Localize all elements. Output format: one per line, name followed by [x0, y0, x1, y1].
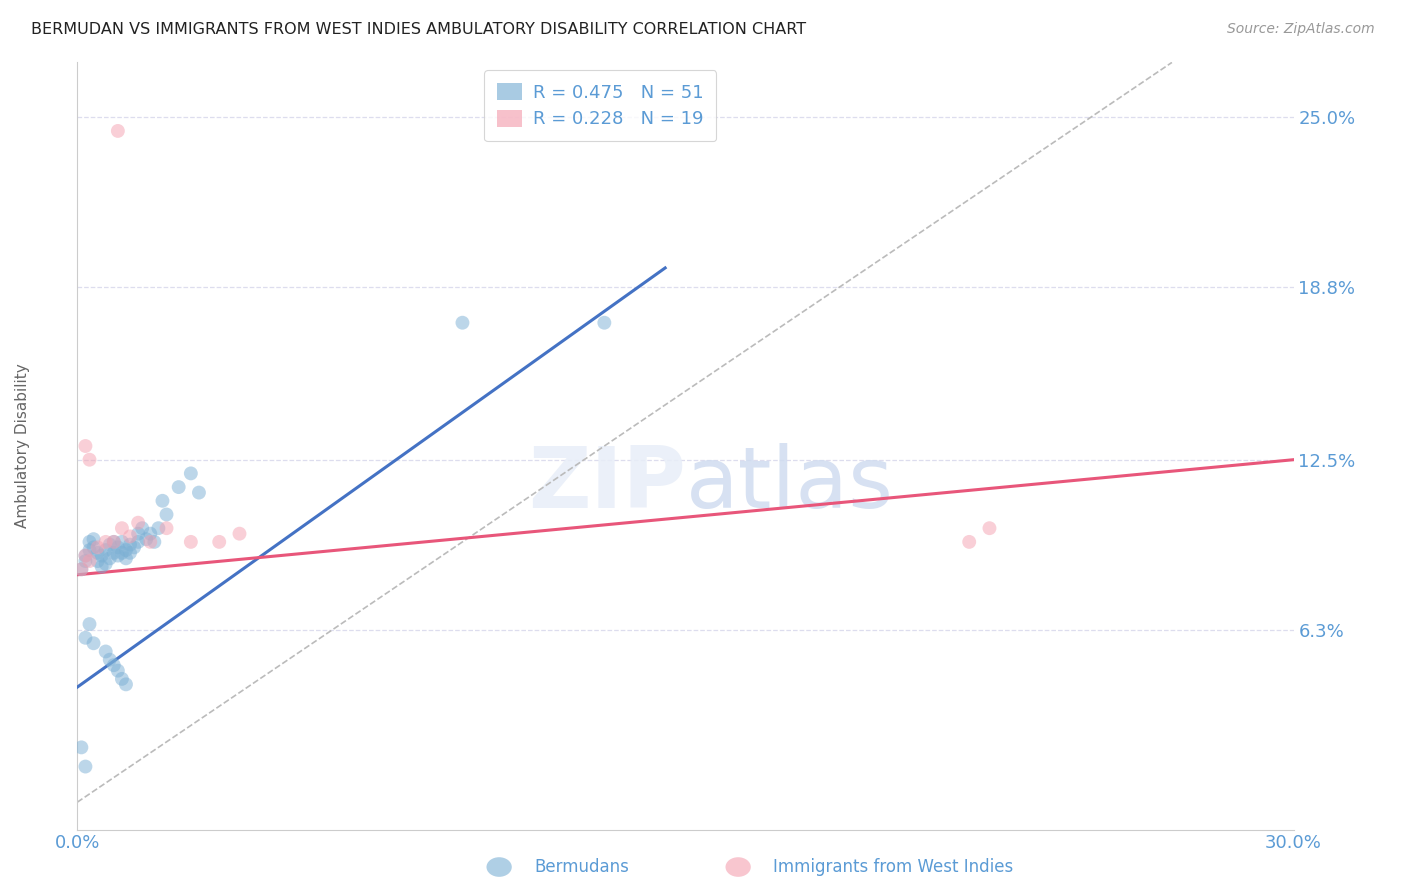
Point: [139, 526, 162, 541]
Point: [70, 562, 93, 576]
Point: [75, 759, 97, 773]
Point: [83, 541, 105, 555]
Point: [152, 493, 174, 508]
Point: [167, 480, 190, 494]
Point: [75, 439, 97, 453]
Point: [98, 551, 121, 566]
Point: [79, 554, 101, 568]
Point: [107, 541, 129, 555]
Point: [86, 541, 108, 555]
Point: [180, 467, 202, 481]
Point: [148, 521, 170, 535]
Text: ZIP: ZIP: [527, 442, 686, 526]
Point: [107, 124, 129, 138]
Point: [94, 543, 117, 558]
Point: [111, 534, 134, 549]
Point: [131, 521, 153, 535]
Point: [127, 516, 149, 530]
Text: BERMUDAN VS IMMIGRANTS FROM WEST INDIES AMBULATORY DISABILITY CORRELATION CHART: BERMUDAN VS IMMIGRANTS FROM WEST INDIES …: [31, 22, 806, 37]
Text: Source: ZipAtlas.com: Source: ZipAtlas.com: [1227, 22, 1375, 37]
Point: [208, 534, 231, 549]
Point: [75, 554, 97, 568]
Point: [70, 562, 93, 576]
Point: [75, 549, 97, 563]
Point: [111, 672, 134, 686]
Point: [79, 617, 101, 632]
Point: [83, 636, 105, 650]
Point: [118, 546, 141, 560]
Point: [103, 546, 125, 560]
Text: atlas: atlas: [686, 442, 893, 526]
Point: [79, 534, 101, 549]
Point: [70, 740, 93, 755]
Point: [155, 508, 177, 522]
Point: [90, 549, 112, 563]
Point: [188, 485, 211, 500]
Point: [79, 452, 101, 467]
Point: [115, 543, 138, 558]
Point: [957, 534, 980, 549]
Point: [103, 534, 125, 549]
Point: [94, 557, 117, 571]
Point: [111, 546, 134, 560]
Point: [143, 534, 166, 549]
Point: [122, 541, 145, 555]
Point: [180, 534, 202, 549]
Point: [75, 549, 97, 563]
Point: [139, 534, 162, 549]
Text: Immigrants from West Indies: Immigrants from West Indies: [773, 858, 1014, 876]
Point: [103, 534, 125, 549]
Point: [593, 316, 616, 330]
Point: [94, 534, 117, 549]
Point: [979, 521, 1001, 535]
Point: [451, 316, 474, 330]
Text: Bermudans: Bermudans: [534, 858, 628, 876]
Legend: R = 0.475   N = 51, R = 0.228   N = 19: R = 0.475 N = 51, R = 0.228 N = 19: [484, 70, 716, 141]
Point: [118, 538, 141, 552]
Point: [107, 549, 129, 563]
Point: [90, 559, 112, 574]
Point: [127, 526, 149, 541]
Point: [83, 532, 105, 546]
Text: Ambulatory Disability: Ambulatory Disability: [15, 364, 30, 528]
Point: [94, 644, 117, 658]
Point: [228, 526, 250, 541]
Point: [118, 529, 141, 543]
Point: [79, 543, 101, 558]
Point: [155, 521, 177, 535]
Point: [98, 538, 121, 552]
Point: [135, 532, 157, 546]
Point: [86, 546, 108, 560]
Point: [98, 653, 121, 667]
Point: [127, 534, 149, 549]
Point: [86, 554, 108, 568]
Point: [111, 521, 134, 535]
Point: [115, 551, 138, 566]
Point: [107, 664, 129, 678]
Point: [103, 658, 125, 673]
Point: [115, 677, 138, 691]
Point: [75, 631, 97, 645]
